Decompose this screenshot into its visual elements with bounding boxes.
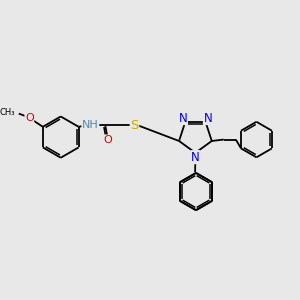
Text: NH: NH <box>82 120 99 130</box>
Text: N: N <box>191 151 200 164</box>
Text: CH₃: CH₃ <box>0 108 15 117</box>
Text: O: O <box>25 112 34 123</box>
Text: N: N <box>203 112 212 124</box>
Text: O: O <box>103 135 112 145</box>
Text: N: N <box>178 112 188 124</box>
Text: S: S <box>130 119 139 132</box>
